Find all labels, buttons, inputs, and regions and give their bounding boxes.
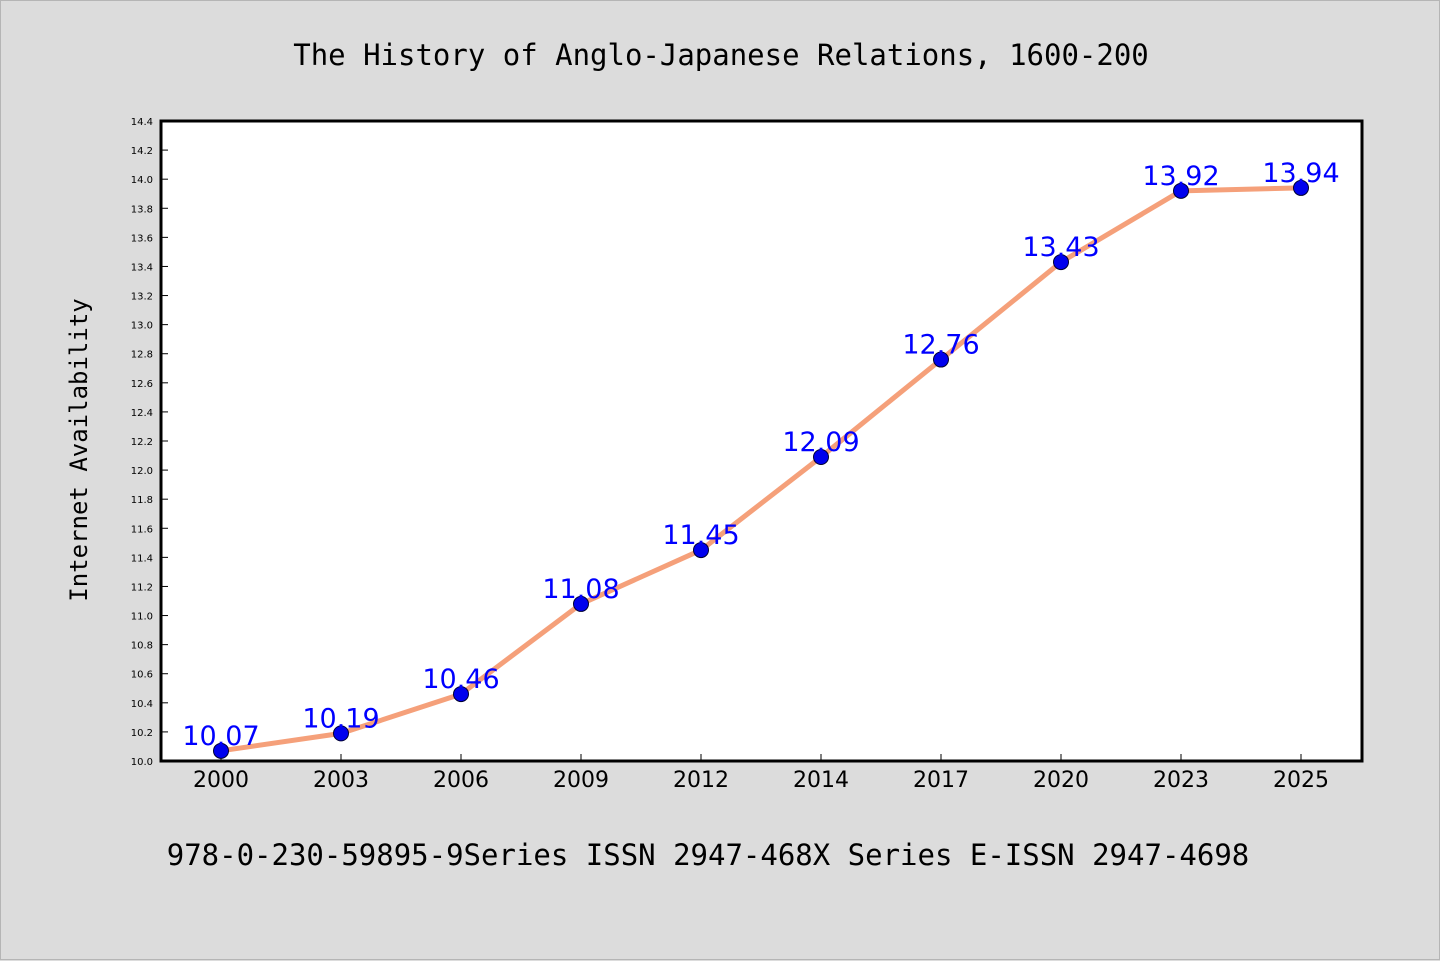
x-axis-ticks: 2000 2003 2006 2009 2012 2014 2017 2020 2023 2025: [193, 754, 1329, 793]
y-tick-label: 14.0: [131, 175, 153, 186]
y-tick-label: 13.0: [131, 321, 153, 332]
data-point: [813, 449, 829, 465]
data-point: [1293, 179, 1309, 196]
data-point: [333, 725, 349, 742]
data-point: [933, 351, 949, 368]
y-tick-label: 11.4: [131, 553, 153, 564]
data-labels: 10.07 10.19 10.46 11.08 11.45 12.09 12.76 13.43…: [182, 158, 1339, 752]
y-tick-label: 10.4: [131, 699, 153, 710]
data-label: 10.07: [182, 721, 259, 752]
x-tick-label: 2003: [313, 768, 369, 793]
data-label: 13.92: [1142, 161, 1219, 192]
y-tick-label: 11.0: [131, 612, 153, 623]
data-label: 11.08: [542, 574, 619, 605]
y-tick-label: 12.2: [131, 437, 153, 448]
x-tick-label: 2009: [553, 768, 609, 793]
series-line: [218, 185, 1304, 754]
data-point: [693, 542, 709, 559]
data-point: [453, 686, 469, 703]
data-point: [573, 595, 589, 612]
y-tick-label: 11.2: [131, 582, 153, 593]
y-tick-label: 12.6: [131, 379, 153, 390]
x-tick-label: 2000: [193, 768, 249, 793]
data-label: 10.19: [302, 703, 379, 734]
x-tick-label: 2017: [913, 768, 969, 793]
series-line-group: [218, 185, 1304, 754]
y-tick-label: 12.0: [131, 466, 153, 477]
data-label: 12.09: [782, 427, 859, 458]
y-tick-label: 14.4: [131, 117, 153, 128]
y-tick-label: 11.8: [131, 495, 153, 506]
x-tick-label: 2012: [673, 768, 729, 793]
y-tick-label: 10.8: [131, 641, 153, 652]
chart-title: The History of Anglo-Japanese Relations,…: [293, 38, 1149, 72]
y-tick-label: 10.0: [131, 757, 153, 768]
y-tick-label: 10.6: [131, 670, 153, 681]
y-tick-label: 13.4: [131, 262, 153, 273]
y-axis-label: Internet Availability: [65, 298, 93, 601]
y-tick-label: 11.6: [131, 524, 153, 535]
x-tick-label: 2006: [433, 768, 489, 793]
y-axis-ticks: 10.0 10.2 10.4 10.6 10.8 11.0 11.2 11.4 11.6 11.8…: [131, 117, 168, 768]
data-point: [1053, 254, 1069, 271]
x-tick-label: 2025: [1273, 768, 1329, 793]
data-label: 12.76: [902, 330, 979, 361]
y-tick-label: 13.6: [131, 233, 153, 244]
x-tick-label: 2014: [793, 768, 849, 793]
data-point: [213, 742, 229, 759]
y-tick-label: 14.2: [131, 146, 153, 157]
y-tick-label: 10.2: [131, 728, 153, 739]
data-label: 13.43: [1022, 232, 1099, 263]
y-tick-label: 12.8: [131, 350, 153, 361]
data-point: [1173, 182, 1189, 199]
plot-area: [159, 119, 1364, 763]
data-label: 10.46: [422, 664, 499, 695]
data-points: [213, 179, 1309, 759]
y-tick-label: 13.2: [131, 292, 153, 303]
data-label: 11.45: [662, 520, 739, 551]
isbn-caption: 978-0-230-59895-9Series ISSN 2947-468X S…: [167, 838, 1250, 872]
x-tick-label: 2020: [1033, 768, 1089, 793]
x-tick-label: 2023: [1153, 768, 1209, 793]
y-tick-label: 12.4: [131, 408, 153, 419]
data-label: 13.94: [1262, 158, 1339, 189]
y-tick-label: 13.8: [131, 204, 153, 215]
